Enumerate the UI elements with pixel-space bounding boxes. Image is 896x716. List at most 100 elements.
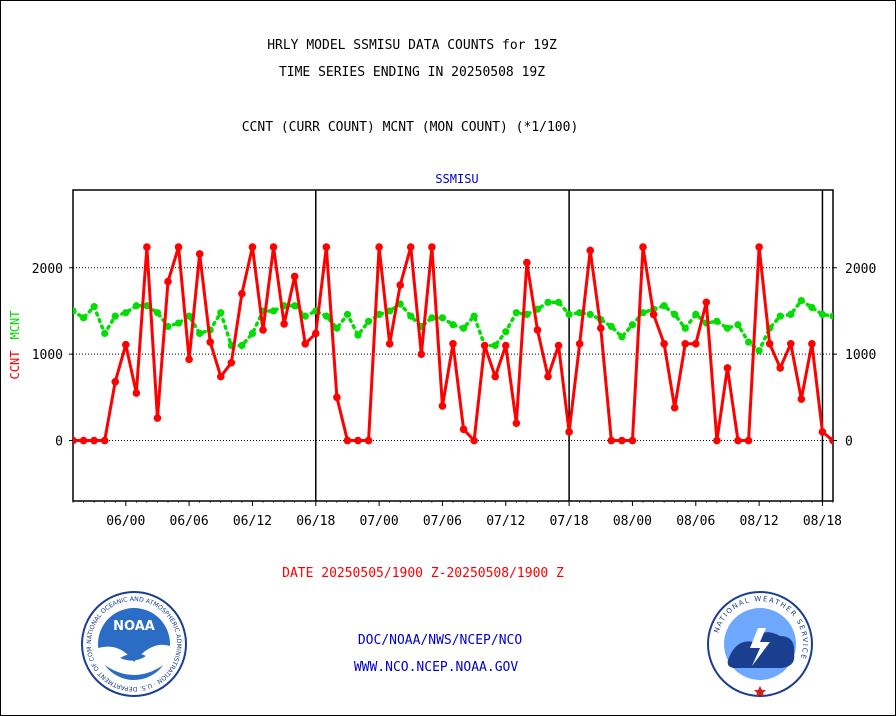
ccnt-point <box>375 243 383 251</box>
mcnt-point <box>681 324 689 332</box>
mcnt-point <box>744 338 753 346</box>
mcnt-point <box>196 329 204 338</box>
ccnt-point <box>797 395 806 403</box>
mcnt-point <box>375 310 383 318</box>
mcnt-point <box>660 302 668 310</box>
mcnt-point <box>101 329 109 338</box>
mcnt-point <box>829 312 833 320</box>
mcnt-point <box>364 317 373 325</box>
date-range-label: DATE 20250505/1900 Z-20250508/1900 Z <box>282 566 564 581</box>
website-text: WWW.NCO.NCEP.NOAA.GOV <box>353 660 519 675</box>
mcnt-point <box>607 322 615 331</box>
ccnt-point <box>459 425 468 434</box>
mcnt-point <box>713 317 721 325</box>
ccnt-point <box>501 341 510 350</box>
x-tick-label: 07/12 <box>486 514 525 529</box>
mcnt-point <box>217 309 225 317</box>
ccnt-point <box>385 339 394 348</box>
mcnt-point <box>723 324 732 332</box>
mcnt-point <box>639 309 647 317</box>
ccnt-point <box>808 339 816 348</box>
x-tick-label: 07/06 <box>423 514 462 529</box>
mcnt-point <box>586 310 594 318</box>
ccnt-point <box>79 436 88 445</box>
ccnt-point <box>280 320 288 328</box>
ccnt-point <box>628 436 637 445</box>
ccnt-point <box>333 393 341 402</box>
noaa-logo-text: NOAA <box>113 619 155 634</box>
ccnt-point <box>73 436 77 445</box>
ccnt-point <box>670 403 679 412</box>
ccnt-point <box>639 243 647 251</box>
mcnt-point <box>554 298 563 306</box>
ccnt-point <box>449 339 457 348</box>
ccnt-point <box>596 324 605 333</box>
mcnt-point <box>73 307 77 315</box>
mcnt-point <box>459 324 468 332</box>
mcnt-point <box>122 309 130 317</box>
ccnt-point <box>533 326 542 334</box>
ccnt-point <box>248 243 257 251</box>
x-tick-label: 06/12 <box>233 514 272 529</box>
ccnt-point <box>618 436 626 445</box>
mcnt-point <box>174 319 183 327</box>
y-axis-label-ccnt: CCNT <box>8 351 22 380</box>
ccnt-point <box>132 389 141 397</box>
x-tick-label: 07/00 <box>360 514 399 529</box>
ccnt-point <box>734 436 742 445</box>
ccnt-point <box>765 339 774 348</box>
mcnt-point <box>544 298 552 306</box>
ccnt-point <box>143 243 151 251</box>
mcnt-point <box>164 322 172 331</box>
ccnt-point <box>512 419 521 428</box>
mcnt-point <box>354 331 362 339</box>
ccnt-point <box>343 436 352 445</box>
ccnt-point <box>206 338 215 346</box>
legend-description: CCNT (CURR COUNT) MCNT (MON COUNT) (*1/1… <box>241 120 579 135</box>
ccnt-point <box>354 436 362 445</box>
mcnt-point <box>407 312 415 320</box>
mcnt-point <box>808 303 816 312</box>
ccnt-point <box>396 281 405 289</box>
title-line-2: TIME SERIES ENDING IN 20250508 19Z <box>278 65 546 80</box>
ccnt-point <box>565 428 573 436</box>
ccnt-point <box>470 436 478 445</box>
ccnt-point <box>554 341 563 350</box>
ccnt-point <box>185 355 193 364</box>
mcnt-point <box>291 302 299 310</box>
ccnt-point <box>311 329 320 338</box>
ccnt-point <box>818 428 827 436</box>
mcnt-point <box>797 296 805 305</box>
mcnt-point <box>787 310 795 318</box>
mcnt-point <box>470 312 478 320</box>
mcnt-point <box>79 314 88 322</box>
ccnt-point <box>575 339 584 348</box>
ccnt-point <box>364 436 373 445</box>
mcnt-point <box>618 333 626 341</box>
mcnt-point <box>185 312 193 320</box>
mcnt-point <box>238 341 246 350</box>
x-tick-label: 08/06 <box>676 514 715 529</box>
y-tick-label-left: 1000 <box>32 348 63 363</box>
mcnt-point <box>692 310 700 318</box>
ccnt-point <box>259 326 267 334</box>
mcnt-point <box>428 314 436 322</box>
mcnt-point <box>491 341 499 350</box>
mcnt-point <box>153 309 162 317</box>
mcnt-point <box>818 310 827 318</box>
ccnt-point <box>90 436 98 445</box>
y-tick-label-right: 0 <box>845 435 853 450</box>
ccnt-point <box>153 414 162 422</box>
mcnt-point <box>269 307 278 315</box>
ccnt-point <box>660 339 668 348</box>
x-tick-label: 06/00 <box>106 514 145 529</box>
mcnt-point <box>734 321 742 329</box>
title-line-1: HRLY MODEL SSMISU DATA COUNTS for 19Z <box>267 38 557 53</box>
series-ccnt <box>73 243 833 445</box>
y-axis-label-mcnt: MCNT <box>8 311 22 340</box>
mcnt-point <box>343 310 352 318</box>
ccnt-point <box>216 372 225 381</box>
mcnt-point <box>512 309 520 317</box>
ccnt-point <box>428 243 436 251</box>
mcnt-point <box>671 310 679 318</box>
